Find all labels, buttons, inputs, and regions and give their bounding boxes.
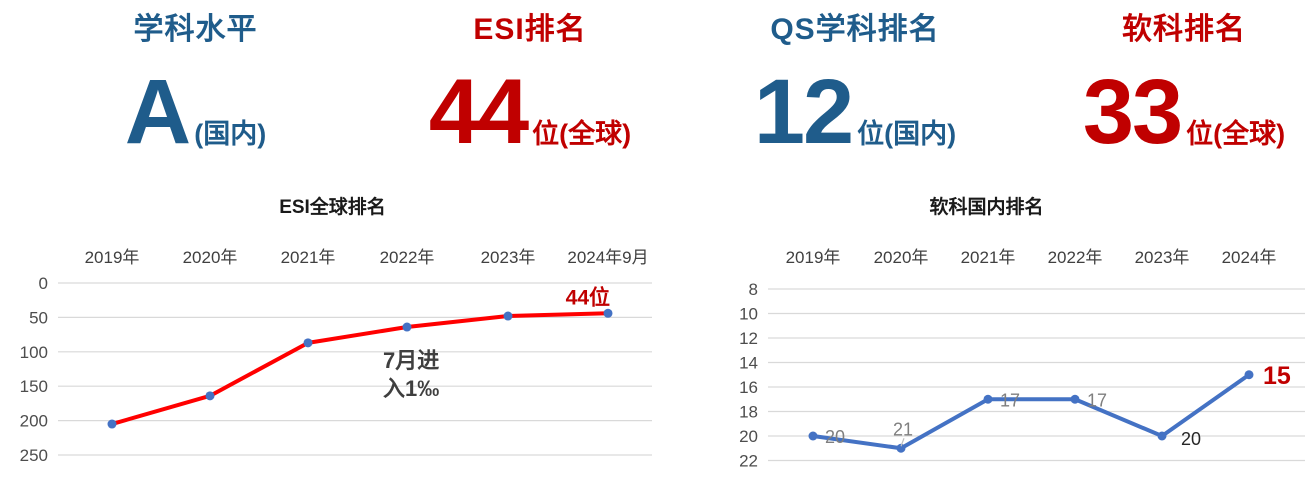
svg-text:2023年: 2023年 bbox=[481, 248, 536, 267]
svg-text:2022年: 2022年 bbox=[1048, 248, 1103, 267]
stat-esi-ranking: ESI排名 44 位(全球) bbox=[400, 12, 660, 158]
svg-text:100: 100 bbox=[20, 343, 48, 362]
stat-ruanke-ranking-value: 33 bbox=[1082, 61, 1183, 163]
stat-subject-level-label: 学科水平 bbox=[133, 13, 258, 46]
ruanke-domestic-ranking-chart: 8 10 12 14 16 18 20 22 2019年 2020年 2021年 2022年 2023年… bbox=[739, 248, 1305, 471]
svg-text:入1‰: 入1‰ bbox=[383, 376, 439, 401]
svg-text:8: 8 bbox=[749, 280, 758, 299]
svg-text:50: 50 bbox=[29, 308, 48, 327]
stat-esi-ranking-label: ESI排名 bbox=[473, 13, 587, 46]
svg-text:2024年: 2024年 bbox=[1222, 248, 1277, 267]
svg-text:2024年9月: 2024年9月 bbox=[567, 248, 648, 267]
svg-text:250: 250 bbox=[20, 446, 48, 465]
svg-text:2022年: 2022年 bbox=[380, 248, 435, 267]
svg-text:2020年: 2020年 bbox=[183, 248, 238, 267]
stat-subject-level-suffix: (国内) bbox=[194, 119, 267, 149]
stat-subject-level-value-row: A (国内) bbox=[88, 66, 303, 158]
svg-text:20: 20 bbox=[825, 427, 845, 447]
stat-esi-ranking-value-row: 44 位(全球) bbox=[400, 66, 660, 158]
svg-text:16: 16 bbox=[739, 378, 758, 397]
svg-text:14: 14 bbox=[739, 354, 758, 373]
svg-text:17: 17 bbox=[1087, 390, 1107, 410]
svg-text:20: 20 bbox=[1181, 429, 1201, 449]
svg-text:44位: 44位 bbox=[566, 285, 610, 309]
svg-text:21: 21 bbox=[893, 419, 913, 439]
stat-ruanke-ranking: 软科排名 33 位(全球) bbox=[1058, 12, 1310, 158]
stat-qs-ranking-value-row: 12 位(国内) bbox=[735, 66, 975, 158]
svg-text:15: 15 bbox=[1263, 362, 1291, 390]
stat-qs-ranking-value: 12 bbox=[753, 61, 854, 163]
svg-text:2019年: 2019年 bbox=[85, 248, 140, 267]
svg-text:17: 17 bbox=[1000, 390, 1020, 410]
stat-subject-level-value: A bbox=[124, 61, 191, 163]
esi-chart-title: ESI全球排名 bbox=[279, 197, 386, 218]
svg-text:2021年: 2021年 bbox=[961, 248, 1016, 267]
svg-text:2023年: 2023年 bbox=[1135, 248, 1190, 267]
svg-text:0: 0 bbox=[39, 274, 48, 293]
stat-qs-ranking-suffix: 位(国内) bbox=[857, 119, 957, 149]
stat-qs-ranking-label: QS学科排名 bbox=[770, 13, 940, 46]
svg-text:10: 10 bbox=[739, 305, 758, 324]
stat-ruanke-ranking-label: 软科排名 bbox=[1122, 13, 1246, 46]
svg-text:22: 22 bbox=[739, 452, 758, 471]
stat-ruanke-ranking-suffix: 位(全球) bbox=[1186, 119, 1286, 149]
ruanke-chart-title: 软科国内排名 bbox=[929, 197, 1044, 218]
esi-global-ranking-chart: 0 50 100 150 200 250 2019年 2020年 2021年 2022年 2023年… bbox=[20, 248, 652, 465]
svg-text:12: 12 bbox=[739, 329, 758, 348]
svg-text:150: 150 bbox=[20, 377, 48, 396]
svg-text:20: 20 bbox=[739, 427, 758, 446]
svg-text:2021年: 2021年 bbox=[281, 248, 336, 267]
stat-qs-ranking: QS学科排名 12 位(国内) bbox=[735, 12, 975, 158]
svg-text:200: 200 bbox=[20, 412, 48, 431]
svg-text:2019年: 2019年 bbox=[786, 248, 841, 267]
stat-esi-ranking-value: 44 bbox=[428, 61, 529, 163]
stat-ruanke-ranking-value-row: 33 位(全球) bbox=[1058, 66, 1310, 158]
svg-text:7月进: 7月进 bbox=[383, 348, 439, 373]
stat-subject-level: 学科水平 A (国内) bbox=[88, 12, 303, 158]
stat-esi-ranking-suffix: 位(全球) bbox=[532, 119, 632, 149]
svg-text:2020年: 2020年 bbox=[874, 248, 929, 267]
svg-text:18: 18 bbox=[739, 403, 758, 422]
